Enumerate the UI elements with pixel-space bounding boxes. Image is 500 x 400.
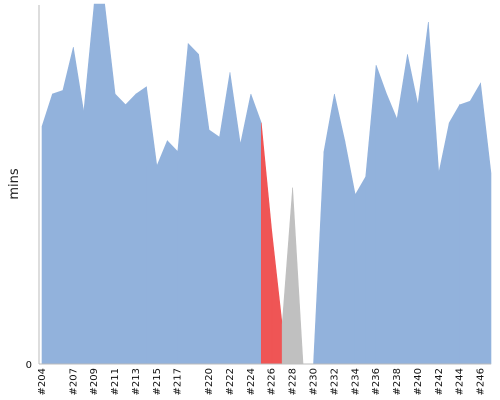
area-segment-245 [459,100,471,365]
area-segment-220 [198,54,210,365]
x-tick-label: #246 [476,368,487,395]
area-segment-211 [104,3,116,365]
area-segment-209 [83,3,95,365]
area-segment-243 [438,122,450,365]
area-segment-218 [177,43,189,365]
x-tick-label: #222 [225,368,236,395]
x-tick-label: #224 [246,368,257,395]
area-segment-232 [323,93,335,365]
area-segment-239 [396,54,408,365]
x-tick-label: #228 [288,368,299,395]
x-tick-label: #242 [434,368,445,395]
y-axis-label: mins [7,168,22,200]
area-segment-205 [41,93,53,365]
x-tick-label: #244 [455,368,466,395]
x-tick-label: #207 [68,368,79,395]
x-tick-label: #236 [371,368,382,395]
area-segment-207 [62,47,74,365]
x-tick-label: #234 [350,368,361,395]
area-series [41,3,492,365]
area-segment-242 [428,21,440,365]
area-segment-212 [114,93,126,365]
x-ticks: #204 #207 #209 #211 #213 #215 #217 #220 #222 #224… [37,368,487,395]
area-segment-231 [313,151,325,365]
area-segment-228 [281,187,293,365]
area-segment-216 [156,140,168,365]
area-segment-234 [344,140,356,365]
area-segment-244 [448,103,460,365]
area-segment-219 [187,42,199,365]
area-segment-238 [386,93,398,365]
area-segment-223 [229,72,241,365]
area-segment-225 [250,93,262,365]
area-segment-240 [407,54,419,365]
area-segment-233 [334,93,346,365]
x-tick-label: #213 [131,368,142,395]
area-segment-235 [354,175,366,365]
x-tick-label: #217 [173,368,184,395]
area-segment-246 [469,82,481,365]
x-tick-label: #240 [413,368,424,395]
area-segment-229 [292,187,304,365]
x-tick-label: #215 [152,368,163,395]
area-segment-236 [365,65,377,365]
y-tick-label: 0 [26,360,32,371]
area-segment-215 [146,86,158,365]
area-segment-241 [417,21,429,365]
area-segment-222 [219,72,231,365]
area-segment-237 [375,65,387,365]
area-segment-210 [93,3,105,365]
x-tick-label: #238 [392,368,403,395]
area-segment-227 [271,230,283,365]
area-segment-213 [125,93,137,365]
x-tick-label: #209 [89,368,100,395]
x-tick-label: #220 [204,368,215,395]
area-segment-221 [208,129,220,365]
area-segment-206 [52,89,64,365]
x-tick-label: #204 [37,368,48,395]
area-segment-247 [480,83,492,365]
x-tick-label: #226 [267,368,278,395]
area-segment-224 [240,93,252,365]
area-segment-217 [167,140,179,365]
area-segment-208 [73,47,85,365]
x-tick-label: #211 [110,368,121,395]
x-tick-label: #232 [329,368,340,395]
area-segment-226 [260,122,273,365]
x-tick-label: #230 [308,368,319,395]
y-ticks: 0 [26,360,32,371]
area-segment-214 [135,86,147,365]
